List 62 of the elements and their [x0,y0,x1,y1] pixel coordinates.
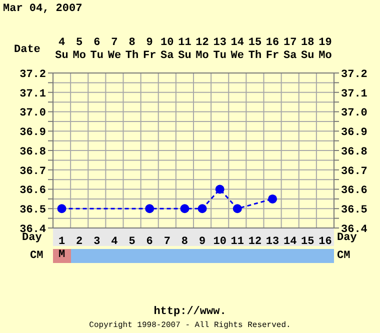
chart-title: Mar 04, 2007 [3,3,82,15]
x2-tick-label: 16 Fr [266,37,280,62]
y-tick-label: 36.6 [20,185,46,198]
x-tick-label: 2 [76,236,83,248]
y-tick-label: 36.9 [20,127,46,140]
x-tick-label: 1 [58,236,66,248]
point [145,204,154,214]
x-tick-label: 15 [301,236,315,248]
y-tick-label: 37.1 [20,88,46,100]
x-tick-label: 4 [111,236,118,248]
point [180,204,190,214]
y2-tick-label: 37.2 [341,68,368,81]
y-tick-label: 37.0 [20,108,46,120]
x2-tick-label: 18 Su [301,37,315,62]
point [57,204,66,214]
x-tick-label: 14 [283,236,298,248]
y2-tick-label: 36.8 [341,146,368,158]
y-tick-label: 36.8 [20,146,46,158]
x-tick-label: 6 [146,236,153,248]
text: CM [337,250,350,262]
x2-tick-label: 4 Su [55,37,68,62]
x2-tick-label: 9 Fr [142,37,156,62]
point [232,204,242,214]
x2-tick-label: 13 Tu [213,37,227,62]
x2-axis-title: Date [14,44,40,56]
x-tick-label: 8 [181,236,188,248]
text: Copyright 1998-2007 - All Rights Reserved. [88,321,292,330]
point [215,184,224,194]
text: http://www. [152,306,228,318]
text: M [53,249,71,263]
y-tick-label: 36.5 [20,204,46,217]
x2-tick-label: 11 Su [178,37,192,62]
x-tick-label: 16 [318,236,332,248]
y2-tick-label: 37.0 [341,108,368,120]
x2-tick-label: 12 Mo [196,37,210,62]
x-tick-label: 11 [230,236,244,248]
point [198,204,207,214]
x-tick-label: 12 [248,236,262,248]
y2-tick-label: 36.5 [341,204,368,217]
x2-tick-label: 17 Sa [283,37,298,62]
text: CM [30,250,44,262]
y-tick-label: 37.2 [20,68,46,81]
x-tick-label: 3 [94,236,101,248]
x-tick-label: 9 [198,236,206,248]
y2-tick-label: 37.1 [341,88,368,100]
x-tick-label: 7 [164,236,170,248]
x2-tick-label: 19 Mo [318,37,332,62]
x2-tick-label: 6 Tu [90,37,104,62]
x2-tick-label: 10 Sa [160,37,174,62]
x2-tick-label: 8 Th [125,37,139,62]
y2-tick-label: 36.9 [341,127,368,140]
y-tick-label: 36.7 [20,166,46,178]
x-tick-label: 13 [266,236,280,248]
x2-tick-label: 14 We [230,37,244,62]
y2-tick-label: 36.6 [341,185,368,198]
x2-tick-label: 15 Th [248,37,262,62]
x-tick-label: 10 [213,236,226,248]
y2-tick-label: 36.7 [341,166,368,178]
x2-tick-label: 5 Mo [72,37,86,62]
point [268,194,278,204]
x-tick-label: 5 [128,236,136,248]
x2-tick-label: 7 We [108,37,122,62]
